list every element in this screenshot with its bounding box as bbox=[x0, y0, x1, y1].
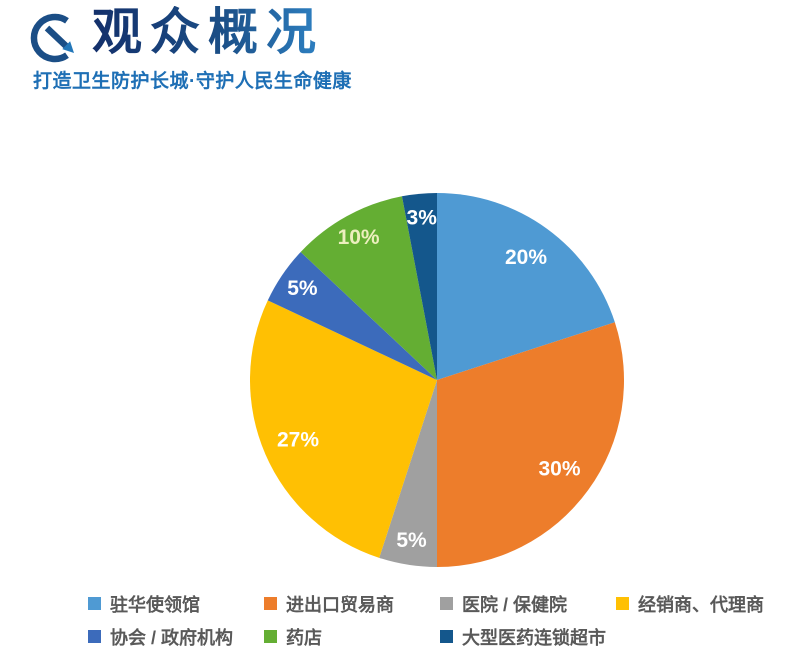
pie-slice bbox=[267, 251, 437, 380]
legend-item: 经销商、代理商 bbox=[616, 588, 764, 619]
pie-slice bbox=[437, 322, 625, 567]
pie-slice-label: 3% bbox=[407, 207, 438, 230]
legend-label: 经销商、代理商 bbox=[638, 594, 764, 615]
pie-slice bbox=[379, 380, 437, 567]
page-title: 观众概况 bbox=[92, 4, 324, 60]
legend-label: 大型医药连锁超市 bbox=[462, 627, 606, 648]
legend-label: 驻华使领馆 bbox=[110, 594, 200, 615]
legend-swatch bbox=[616, 597, 629, 610]
pie-slice bbox=[250, 300, 437, 558]
legend-swatch bbox=[264, 597, 277, 610]
pie-slice-label: 20% bbox=[505, 246, 547, 269]
pie-slice-label: 27% bbox=[277, 429, 319, 452]
legend-swatch bbox=[264, 630, 277, 643]
legend-swatch bbox=[440, 630, 453, 643]
pie-slice-label: 30% bbox=[538, 458, 580, 481]
legend-item: 大型医药连锁超市 bbox=[440, 621, 616, 652]
pie-slice bbox=[300, 196, 437, 380]
legend-item: 进出口贸易商 bbox=[264, 588, 440, 619]
pie-slice bbox=[401, 193, 437, 380]
legend-swatch bbox=[88, 630, 101, 643]
legend-item: 药店 bbox=[264, 621, 440, 652]
legend-item: 医院 / 保健院 bbox=[440, 588, 616, 619]
legend-label: 协会 / 政府机构 bbox=[110, 627, 234, 648]
legend-item: 驻华使领馆 bbox=[88, 588, 264, 619]
pie-slice bbox=[437, 193, 615, 380]
pie-slice-label: 5% bbox=[396, 529, 427, 552]
chart-legend: 驻华使领馆 进出口贸易商 医院 / 保健院 经销商、代理商协会 / 政府机构 药店 大型医… bbox=[88, 588, 764, 652]
pie-slice-label: 10% bbox=[338, 226, 380, 249]
audience-pie-chart: 20% 30% 5% 27% 5% 10% 3% bbox=[230, 170, 650, 580]
legend-label: 药店 bbox=[286, 627, 322, 648]
legend-item: 协会 / 政府机构 bbox=[88, 621, 264, 652]
legend-label: 进出口贸易商 bbox=[286, 594, 394, 615]
pie-slice-label: 5% bbox=[287, 277, 318, 300]
legend-label: 医院 / 保健院 bbox=[462, 594, 568, 615]
circle-arrow-logo-icon bbox=[28, 8, 88, 68]
legend-swatch bbox=[440, 597, 453, 610]
legend-swatch bbox=[88, 597, 101, 610]
page-subtitle: 打造卫生防护长城·守护人民生命健康 bbox=[33, 71, 352, 92]
pie-chart-svg: 20% 30% 5% 27% 5% 10% 3% bbox=[250, 193, 625, 567]
